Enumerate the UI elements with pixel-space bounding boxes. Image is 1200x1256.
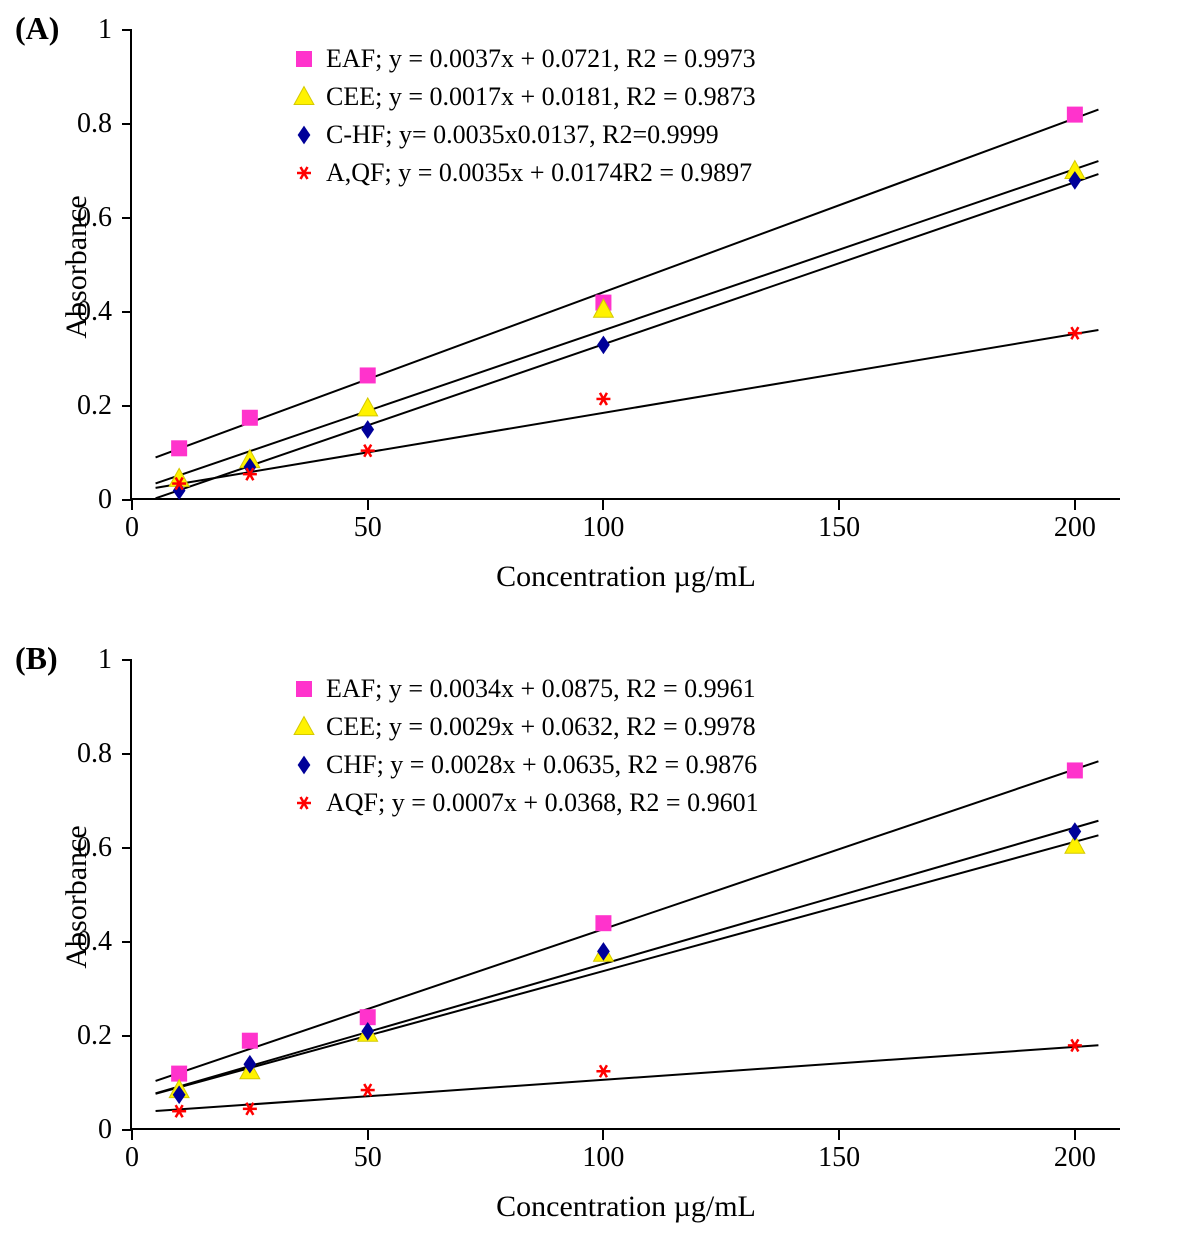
y-tick-label: 0 xyxy=(52,484,112,516)
marker-eaf xyxy=(1067,762,1083,778)
x-tick xyxy=(838,500,840,510)
legend-text: CHF; y = 0.0028x + 0.0635, R2 = 0.9876 xyxy=(326,750,757,780)
x-axis-label: Concentration µg/mL xyxy=(132,1190,1120,1224)
marker-eaf xyxy=(595,915,611,931)
y-tick-label: 0 xyxy=(52,1114,112,1146)
y-tick-label: 1 xyxy=(52,14,112,46)
x-tick-label: 0 xyxy=(125,512,139,544)
legend-marker-cee xyxy=(292,715,316,739)
legend-a: EAF; y = 0.0037x + 0.0721, R2 = 0.9973 CE… xyxy=(292,40,756,192)
legend-text: C-HF; y= 0.0035x0.0137, R2=0.9999 xyxy=(326,120,719,150)
trendline-c-hf xyxy=(156,174,1099,498)
y-tick-label: 0.2 xyxy=(52,390,112,422)
marker-aqf xyxy=(361,445,375,457)
marker-cee xyxy=(358,398,378,416)
x-tick-label: 50 xyxy=(354,1142,382,1174)
legend-text: CEE; y = 0.0029x + 0.0632, R2 = 0.9978 xyxy=(326,712,756,742)
x-tick-label: 50 xyxy=(354,512,382,544)
legend-item-c-hf: C-HF; y= 0.0035x0.0137, R2=0.9999 xyxy=(292,116,756,154)
x-tick xyxy=(838,1130,840,1140)
x-tick xyxy=(602,500,604,510)
y-tick xyxy=(122,941,132,943)
y-tick xyxy=(122,1035,132,1037)
x-tick-label: 150 xyxy=(818,1142,860,1174)
y-tick-label: 0.2 xyxy=(52,1020,112,1052)
legend-marker-chf xyxy=(292,753,316,777)
legend-marker-aqf xyxy=(292,161,316,185)
y-tick xyxy=(122,659,132,661)
legend-text: A,QF; y = 0.0035x + 0.0174R2 = 0.9897 xyxy=(326,158,752,188)
legend-text: EAF; y = 0.0034x + 0.0875, R2 = 0.9961 xyxy=(326,674,756,704)
legend-marker-eaf xyxy=(292,677,316,701)
x-tick xyxy=(602,1130,604,1140)
legend-item-cee: CEE; y = 0.0017x + 0.0181, R2 = 0.9873 xyxy=(292,78,756,116)
legend-text: EAF; y = 0.0037x + 0.0721, R2 = 0.9973 xyxy=(326,44,756,74)
y-axis-label: Absorbance xyxy=(60,167,94,367)
plot-area-a: 05010015020000.20.40.60.81Concentration … xyxy=(130,30,1120,500)
legend-marker-c-hf xyxy=(292,123,316,147)
x-tick xyxy=(1074,500,1076,510)
trendline-aqf xyxy=(156,330,1099,488)
trendline-chf xyxy=(156,821,1099,1094)
y-tick xyxy=(122,753,132,755)
marker-eaf xyxy=(242,410,258,426)
legend-b: EAF; y = 0.0034x + 0.0875, R2 = 0.9961 CE… xyxy=(292,670,759,822)
marker-aqf xyxy=(1068,327,1082,339)
x-tick-label: 150 xyxy=(818,512,860,544)
y-axis-label: Absorbance xyxy=(60,797,94,997)
marker-eaf xyxy=(242,1033,258,1049)
marker-c-hf xyxy=(597,336,610,355)
x-tick-label: 200 xyxy=(1054,1142,1096,1174)
y-tick-label: 0.8 xyxy=(52,108,112,140)
legend-text: CEE; y = 0.0017x + 0.0181, R2 = 0.9873 xyxy=(326,82,756,112)
marker-eaf xyxy=(1067,107,1083,123)
marker-aqf xyxy=(361,1084,375,1096)
legend-item-eaf: EAF; y = 0.0037x + 0.0721, R2 = 0.9973 xyxy=(292,40,756,78)
y-tick xyxy=(122,123,132,125)
x-tick xyxy=(131,500,133,510)
x-tick-label: 200 xyxy=(1054,512,1096,544)
legend-item-eaf: EAF; y = 0.0034x + 0.0875, R2 = 0.9961 xyxy=(292,670,759,708)
marker-aqf xyxy=(596,1065,610,1077)
legend-text: AQF; y = 0.0007x + 0.0368, R2 = 0.9601 xyxy=(326,788,759,818)
marker-aqf xyxy=(1068,1039,1082,1051)
panel-a: (A)05010015020000.20.40.60.81Concentrati… xyxy=(0,0,1200,626)
marker-eaf xyxy=(360,367,376,383)
x-axis-label: Concentration µg/mL xyxy=(132,560,1120,594)
legend-marker-cee xyxy=(292,85,316,109)
y-tick xyxy=(122,311,132,313)
legend-marker-aqf xyxy=(292,791,316,815)
x-tick xyxy=(131,1130,133,1140)
trendline-cee xyxy=(156,161,1099,483)
y-tick-label: 1 xyxy=(52,644,112,676)
x-tick xyxy=(367,500,369,510)
plot-area-b: 05010015020000.20.40.60.81Concentration … xyxy=(130,660,1120,1130)
marker-aqf xyxy=(172,1105,186,1117)
panel-b: (B)05010015020000.20.40.60.81Concentrati… xyxy=(0,630,1200,1256)
legend-item-chf: CHF; y = 0.0028x + 0.0635, R2 = 0.9876 xyxy=(292,746,759,784)
x-tick xyxy=(367,1130,369,1140)
x-tick xyxy=(1074,1130,1076,1140)
legend-item-aqf: AQF; y = 0.0007x + 0.0368, R2 = 0.9601 xyxy=(292,784,759,822)
legend-item-cee: CEE; y = 0.0029x + 0.0632, R2 = 0.9978 xyxy=(292,708,759,746)
x-tick-label: 100 xyxy=(582,1142,624,1174)
marker-aqf xyxy=(596,393,610,405)
y-tick xyxy=(122,847,132,849)
marker-eaf xyxy=(171,440,187,456)
x-tick-label: 100 xyxy=(582,512,624,544)
y-tick xyxy=(122,217,132,219)
y-tick xyxy=(122,29,132,31)
marker-chf xyxy=(1068,822,1081,841)
legend-item-aqf: A,QF; y = 0.0035x + 0.0174R2 = 0.9897 xyxy=(292,154,756,192)
figure: (A)05010015020000.20.40.60.81Concentrati… xyxy=(0,0,1200,1256)
y-tick xyxy=(122,405,132,407)
y-tick xyxy=(122,499,132,501)
legend-marker-eaf xyxy=(292,47,316,71)
x-tick-label: 0 xyxy=(125,1142,139,1174)
y-tick xyxy=(122,1129,132,1131)
y-tick-label: 0.8 xyxy=(52,738,112,770)
